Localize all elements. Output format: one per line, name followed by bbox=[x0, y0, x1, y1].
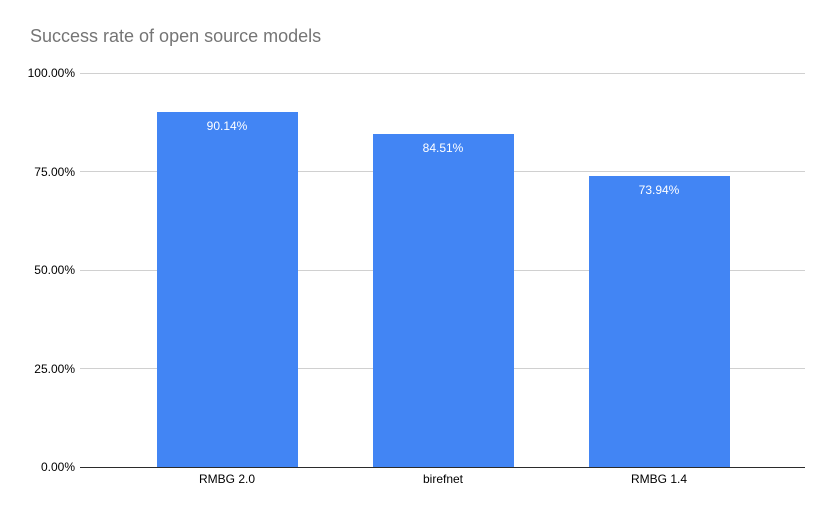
y-axis-tick-label: 100.00% bbox=[27, 66, 75, 80]
y-axis-tick-label: 25.00% bbox=[34, 361, 75, 376]
bar-value-label: 73.94% bbox=[638, 182, 680, 197]
bar bbox=[588, 175, 730, 467]
gridline bbox=[80, 72, 805, 74]
x-axis-category-label: birefnet bbox=[422, 472, 464, 486]
bar-value-label: 90.14% bbox=[206, 118, 248, 133]
y-axis-tick-label: 0.00% bbox=[40, 460, 75, 474]
bar-value-label: 84.51% bbox=[422, 141, 464, 156]
chart-title: Success rate of open source models bbox=[30, 26, 322, 46]
bar bbox=[372, 134, 514, 467]
bar bbox=[156, 111, 298, 467]
y-axis-tick-label: 75.00% bbox=[34, 164, 75, 179]
x-axis-category-label: RMBG 2.0 bbox=[198, 472, 255, 486]
x-axis-category-label: RMBG 1.4 bbox=[630, 472, 687, 486]
y-axis-tick-label: 50.00% bbox=[34, 263, 75, 277]
x-axis-line bbox=[80, 466, 805, 468]
